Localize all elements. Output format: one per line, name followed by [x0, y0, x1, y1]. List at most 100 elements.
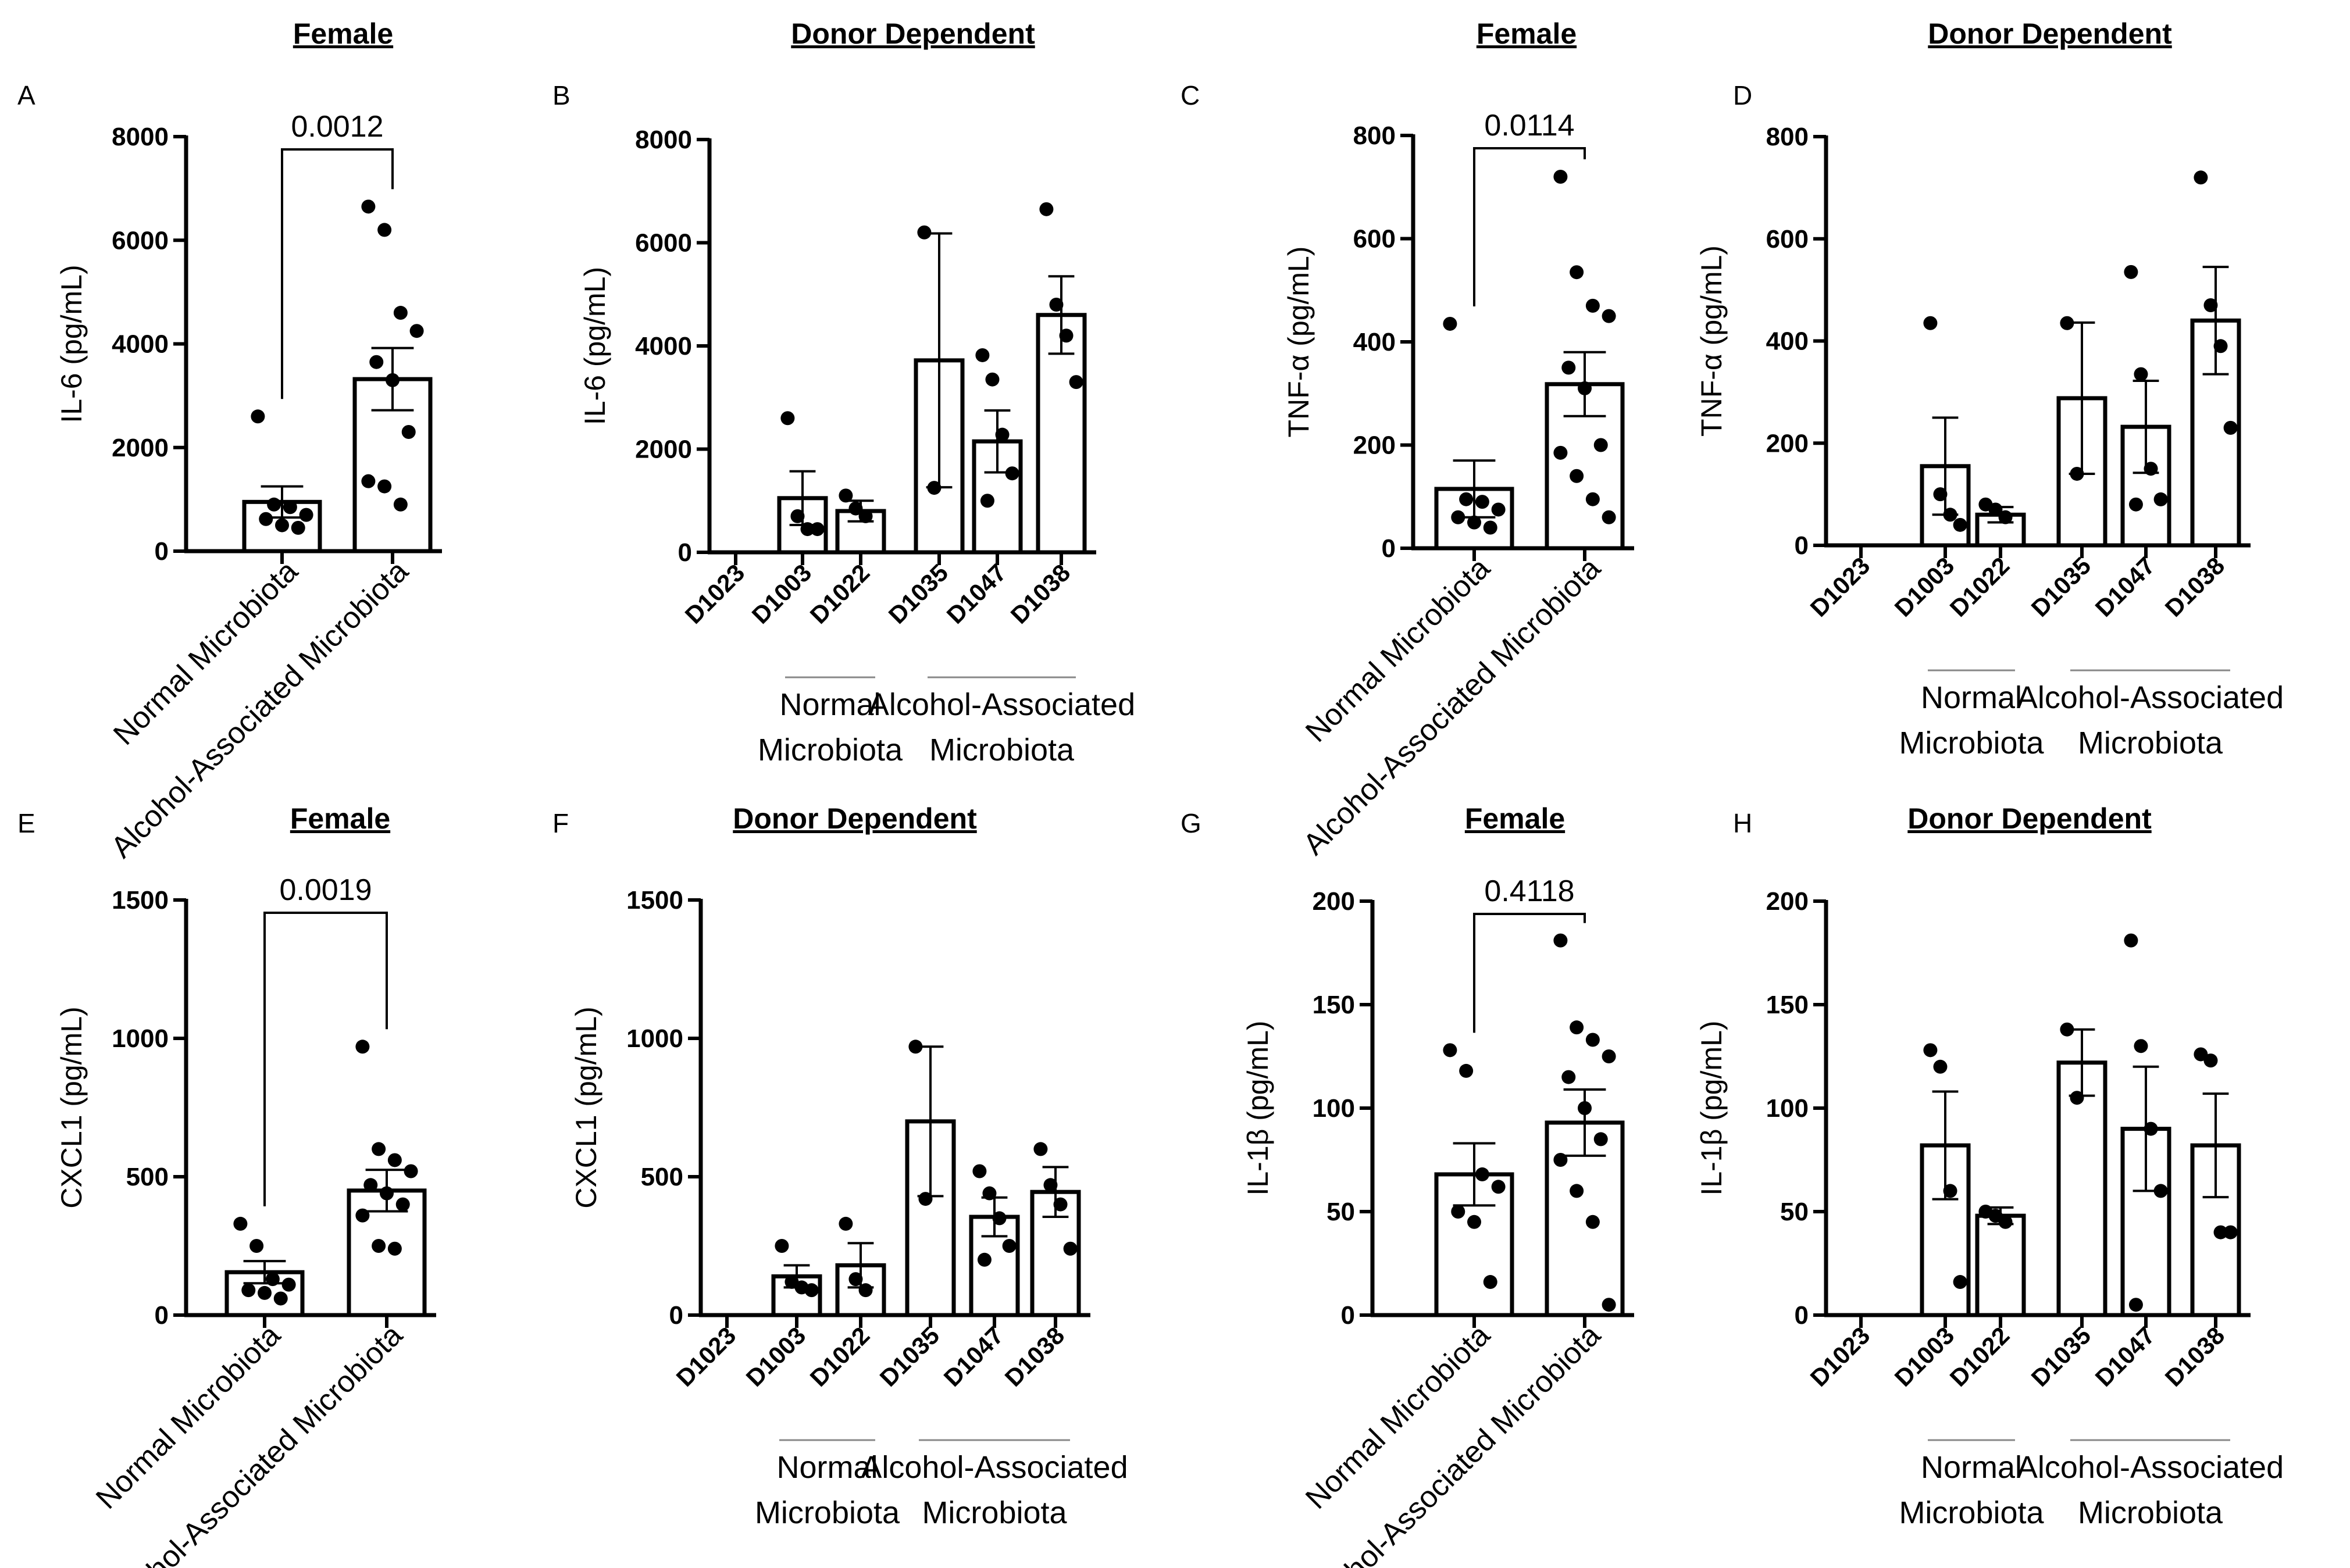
data-point — [1443, 1043, 1457, 1058]
data-point — [1002, 1239, 1017, 1253]
x-tick-label: D1047 — [2090, 1321, 2160, 1392]
panel-c: C Female 0 200 400 600 800 TNF-α (pg/mL) Normal … — [1181, 17, 1634, 862]
y-tick-label: 0 — [1341, 1301, 1355, 1330]
data-point — [1923, 1043, 1938, 1058]
data-point — [1593, 1132, 1608, 1146]
data-point — [1933, 1059, 1948, 1074]
panel-title: Female — [293, 17, 393, 50]
y-tick-label: 4000 — [635, 332, 692, 360]
y-tick-label: 0 — [669, 1301, 683, 1330]
data-point — [1561, 360, 1576, 375]
data-point — [409, 324, 424, 338]
x-tick-label: D1038 — [2160, 1321, 2230, 1392]
y-tick-label: 8000 — [112, 123, 169, 151]
data-point — [1553, 933, 1568, 948]
data-point — [1998, 510, 2013, 524]
group-label-line2: Microbiota — [758, 733, 903, 767]
group-label-line1: Alcohol-Associated — [861, 1450, 1128, 1485]
panel-title: Donor Dependent — [1928, 17, 2172, 50]
data-point — [1988, 502, 2003, 517]
p-value: 0.4118 — [1484, 874, 1574, 908]
x-tick-label: Normal Microbiota — [1299, 1318, 1496, 1515]
data-point — [1049, 298, 1064, 312]
panel-g: G Female 0 50 100 150 200 IL-1β (pg/mL) Normal M… — [1181, 802, 1634, 1568]
data-point — [975, 348, 990, 362]
group-label-line2: Microbiota — [2078, 1495, 2223, 1530]
group-label-line2: Microbiota — [2078, 726, 2223, 760]
x-tick-label: D1023 — [1805, 1321, 1875, 1392]
data-point — [401, 425, 416, 440]
x-tick-label: D1035 — [875, 1321, 945, 1392]
data-point — [1585, 1215, 1600, 1229]
data-point — [1561, 1070, 1576, 1084]
data-point — [1602, 1049, 1616, 1063]
y-tick-label: 150 — [1313, 991, 1355, 1019]
data-point — [2144, 1121, 2158, 1136]
data-point — [1483, 1275, 1497, 1290]
data-point — [1953, 517, 1967, 532]
data-point — [2070, 466, 2084, 481]
x-tick-label: D1047 — [2090, 552, 2160, 622]
data-point — [972, 1164, 987, 1178]
x-tick-label: D1022 — [1945, 552, 2015, 622]
data-point — [1039, 202, 1054, 216]
data-point — [1443, 316, 1457, 331]
data-point — [780, 411, 795, 426]
data-point — [1578, 1101, 1592, 1115]
group-label-line2: Microbiota — [1899, 726, 2044, 760]
data-point — [810, 522, 825, 537]
group-label-line1: Normal — [1921, 680, 2022, 715]
data-point — [2203, 1053, 2218, 1068]
x-tick-label: D1047 — [939, 1321, 1009, 1392]
data-point — [1943, 1184, 1957, 1198]
data-point — [858, 509, 873, 523]
data-point — [372, 1239, 386, 1253]
data-point — [1005, 466, 1019, 481]
y-tick-label: 500 — [126, 1163, 169, 1191]
x-tick-label: D1022 — [805, 559, 875, 629]
x-tick-label: D1023 — [1805, 552, 1875, 622]
x-tick-label: D1035 — [2026, 552, 2096, 622]
y-tick-label: 600 — [1353, 225, 1396, 253]
x-tick-label: D1003 — [741, 1321, 811, 1392]
y-tick-label: 0 — [678, 538, 692, 567]
data-point — [259, 512, 273, 526]
data-point — [283, 500, 297, 515]
data-point — [291, 520, 305, 535]
bar — [2056, 1060, 2107, 1317]
data-point — [848, 1272, 863, 1287]
y-axis-label: IL-6 (pg/mL) — [55, 265, 88, 423]
data-point — [275, 518, 289, 533]
significance-bracket — [1473, 913, 1586, 1033]
y-tick-label: 2000 — [112, 434, 169, 462]
data-point — [377, 223, 392, 237]
data-point — [1483, 520, 1497, 535]
data-point — [839, 488, 853, 503]
data-point — [2153, 1184, 2168, 1198]
data-point — [1933, 487, 1948, 502]
data-point — [1570, 469, 1584, 483]
panel-letter: F — [552, 808, 569, 838]
data-point — [2124, 265, 2138, 279]
y-tick-label: 200 — [1353, 431, 1396, 460]
data-point — [800, 522, 815, 537]
x-tick-label: Normal Microbiota — [1299, 551, 1496, 748]
y-tick-label: 50 — [1780, 1198, 1809, 1226]
data-point — [1475, 495, 1489, 509]
y-axis-label: IL-1β (pg/mL) — [1695, 1020, 1728, 1195]
data-point — [927, 481, 942, 495]
y-tick-label: 1000 — [112, 1024, 169, 1053]
group-label-line1: Normal — [776, 1450, 878, 1485]
x-tick-label: D1035 — [883, 559, 954, 629]
data-point — [372, 1142, 386, 1156]
data-point — [393, 497, 408, 512]
data-point — [1467, 1215, 1481, 1229]
data-point — [386, 373, 400, 387]
data-point — [1053, 1197, 1068, 1212]
data-point — [267, 497, 281, 512]
panel-f: F Donor Dependent 0 500 1000 1500 CXCL1 (pg/mL… — [552, 802, 1128, 1530]
y-tick-label: 1000 — [626, 1024, 683, 1053]
data-point — [1602, 510, 1616, 524]
panel-letter: A — [17, 80, 35, 110]
